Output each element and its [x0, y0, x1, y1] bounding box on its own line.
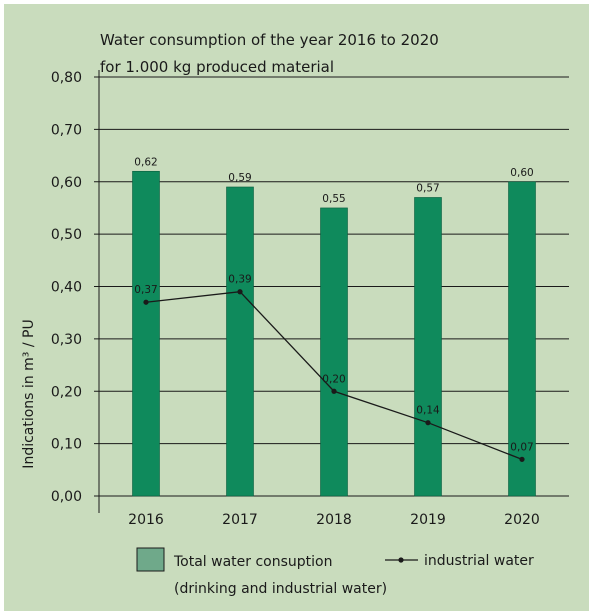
bar — [414, 197, 442, 497]
line-point — [425, 420, 431, 426]
line-point — [331, 388, 337, 394]
y-tick-label: 0,20 — [51, 384, 82, 400]
bar-value-label: 0,55 — [322, 193, 345, 205]
bar-value-label: 0,62 — [134, 156, 157, 168]
line-series — [143, 289, 525, 462]
axes: 0,00 0,10 0,20 0,30 0,40 0,50 0,60 0,70 0,80 2016… — [51, 70, 540, 528]
bar — [320, 207, 348, 497]
bar-value-label: 0,60 — [510, 167, 533, 179]
bar-value-label: 0,57 — [416, 182, 439, 194]
bar — [226, 186, 254, 497]
data-labels: 0,62 0,59 0,55 0,57 0,60 0,37 0,39 0,20 0,14 0,07 — [134, 156, 533, 453]
line-value-label: 0,20 — [322, 373, 345, 385]
bar-value-label: 0,59 — [228, 172, 251, 184]
y-tick-label: 0,40 — [51, 280, 82, 296]
y-tick-label: 0,10 — [51, 437, 82, 453]
chart-title-line1: Water consumption of the year 2016 to 20… — [100, 31, 439, 49]
legend-bar-label: Total water consuption — [173, 554, 333, 570]
y-tick-label: 0,70 — [51, 122, 82, 138]
legend: Total water consuption (drinking and ind… — [136, 547, 534, 597]
x-tick-label: 2018 — [316, 512, 352, 528]
y-tick-label: 0,50 — [51, 227, 82, 243]
chart: 0,62 0,59 0,55 0,57 0,60 0,37 0,39 0,20 0,14 0,07… — [4, 4, 589, 611]
legend-bar-label-line2: (drinking and industrial water) — [174, 581, 387, 597]
x-tick-label: 2020 — [504, 512, 540, 528]
line-value-label: 0,39 — [228, 274, 251, 286]
x-tick-label: 2017 — [222, 512, 258, 528]
bar — [132, 170, 160, 497]
line-value-label: 0,07 — [510, 441, 533, 453]
line-value-label: 0,14 — [416, 405, 440, 417]
y-axis-label: Indications in m³ / PU — [21, 319, 37, 468]
line-value-label: 0,37 — [134, 284, 157, 296]
y-tick-label: 0,00 — [51, 489, 82, 505]
bar-series — [132, 170, 536, 497]
line-point — [143, 299, 149, 305]
x-tick-label: 2016 — [128, 512, 164, 528]
chart-title-line2: for 1.000 kg produced material — [100, 58, 334, 76]
legend-line-marker — [398, 557, 404, 563]
y-tick-label: 0,60 — [51, 175, 82, 191]
line-point — [519, 456, 525, 462]
legend-bar-swatch — [136, 547, 165, 572]
chart-svg: 0,62 0,59 0,55 0,57 0,60 0,37 0,39 0,20 0,14 0,07… — [21, 31, 569, 597]
legend-line-label: industrial water — [424, 553, 534, 569]
x-tick-label: 2019 — [410, 512, 446, 528]
line-point — [237, 289, 243, 295]
y-tick-label: 0,80 — [51, 70, 82, 86]
bar — [508, 181, 536, 497]
y-tick-label: 0,30 — [51, 332, 82, 348]
